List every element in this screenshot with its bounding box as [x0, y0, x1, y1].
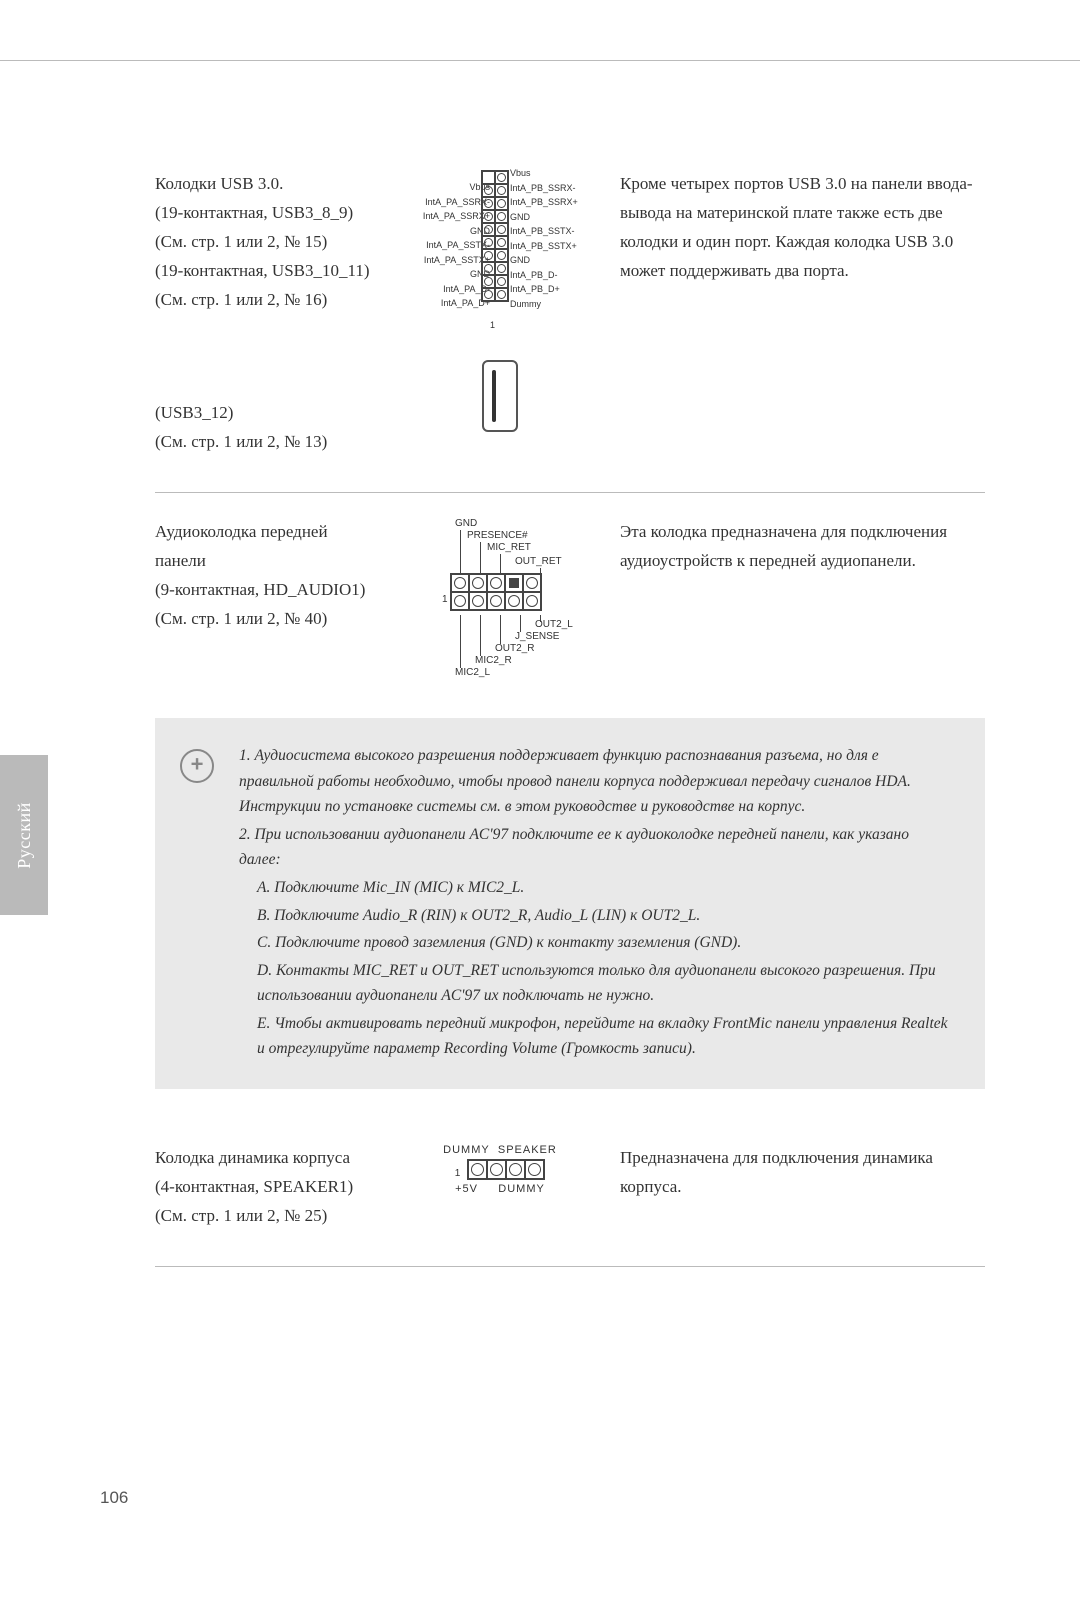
speaker-line: Колодка динамика корпуса — [155, 1144, 380, 1173]
speaker-header-diagram: DUMMY SPEAKER 1 +5V DUMMY — [443, 1144, 557, 1195]
speaker-line: (4-контактная, SPEAKER1) — [155, 1173, 380, 1202]
note-text: 1. Аудиосистема высокого разрешения подд… — [239, 743, 950, 1064]
note-item: B. Подключите Audio_R (RIN) к OUT2_R, Au… — [239, 903, 950, 929]
audio-description: Эта колодка предназначена для подключени… — [620, 518, 985, 678]
section-divider — [155, 1266, 985, 1267]
usb3-line: (См. стр. 1 или 2, № 13) — [155, 428, 380, 457]
note-item: E. Чтобы активировать передний микрофон,… — [239, 1011, 950, 1062]
note-box: 1. Аудиосистема высокого разрешения подд… — [155, 718, 985, 1089]
usb3-line: Колодки USB 3.0. — [155, 170, 380, 199]
usb3-port-icon — [482, 360, 518, 432]
speaker-left-column: Колодка динамика корпуса (4-контактная, … — [155, 1144, 380, 1231]
usb3-description: Кроме четырех портов USB 3.0 на панели в… — [620, 170, 985, 457]
top-rule — [0, 60, 1080, 61]
usb3-line: (USB3_12) — [155, 399, 380, 428]
speaker-labels-top: DUMMY SPEAKER — [443, 1144, 557, 1156]
language-tab-label: Русский — [14, 802, 35, 869]
usb3-line: (См. стр. 1 или 2, № 16) — [155, 286, 380, 315]
audio-line: (См. стр. 1 или 2, № 40) — [155, 605, 380, 634]
note-item: 1. Аудиосистема высокого разрешения подд… — [239, 743, 950, 820]
note-item: C. Подключите провод заземления (GND) к … — [239, 930, 950, 956]
section-usb3: Колодки USB 3.0. (19-контактная, USB3_8_… — [155, 170, 985, 482]
section-divider — [155, 492, 985, 493]
section-speaker: Колодка динамика корпуса (4-контактная, … — [155, 1144, 985, 1256]
speaker-pin-block — [467, 1159, 545, 1180]
speaker-line: (См. стр. 1 или 2, № 25) — [155, 1202, 380, 1231]
magnify-plus-icon — [180, 749, 214, 783]
usb3-line: (19-контактная, USB3_10_11) — [155, 257, 380, 286]
speaker-diagram-column: DUMMY SPEAKER 1 +5V DUMMY — [400, 1144, 600, 1231]
usb3-labels-right: Vbus IntA_PB_SSRX- IntA_PB_SSRX+ GND Int… — [510, 166, 578, 311]
usb3-line: (19-контактная, USB3_8_9) — [155, 199, 380, 228]
usb3-pin1-marker: 1 — [490, 320, 495, 330]
note-item: 2. При использовании аудиопанели AC'97 п… — [239, 822, 950, 873]
page-content: Колодки USB 3.0. (19-контактная, USB3_8_… — [155, 170, 985, 1292]
audio-line: (9-контактная, HD_AUDIO1) — [155, 576, 380, 605]
speaker-labels-bottom: +5V DUMMY — [443, 1183, 557, 1195]
usb3-left-column: Колодки USB 3.0. (19-контактная, USB3_8_… — [155, 170, 380, 457]
speaker-description: Предназначена для подключения динамика к… — [620, 1144, 985, 1231]
note-item: D. Контакты MIC_RET и OUT_RET используют… — [239, 958, 950, 1009]
usb3-diagram-column: Vbus IntA_PA_SSRX- IntA_PA_SSRX+ GND Int… — [400, 170, 600, 457]
usb3-line: (См. стр. 1 или 2, № 15) — [155, 228, 380, 257]
language-tab: Русский — [0, 755, 48, 915]
section-audio: Аудиоколодка передней панели (9-контактн… — [155, 518, 985, 703]
audio-diagram-column: GND PRESENCE# MIC_RET OUT_RET 1 — [400, 518, 600, 678]
audio-line: Аудиоколодка передней панели — [155, 518, 380, 576]
usb3-header-diagram: Vbus IntA_PA_SSRX- IntA_PA_SSRX+ GND Int… — [405, 170, 595, 330]
page-number: 106 — [100, 1488, 128, 1508]
usb3-labels-left: Vbus IntA_PA_SSRX- IntA_PA_SSRX+ GND Int… — [423, 180, 490, 311]
usb3-pin-block — [481, 170, 509, 302]
audio-header-diagram: GND PRESENCE# MIC_RET OUT_RET 1 — [405, 518, 595, 678]
audio-left-column: Аудиоколодка передней панели (9-контактн… — [155, 518, 380, 678]
audio-pin-block — [450, 573, 542, 611]
note-item: A. Подключите Mic_IN (MIC) к MIC2_L. — [239, 875, 950, 901]
speaker-pin1-marker: 1 — [455, 1168, 462, 1179]
